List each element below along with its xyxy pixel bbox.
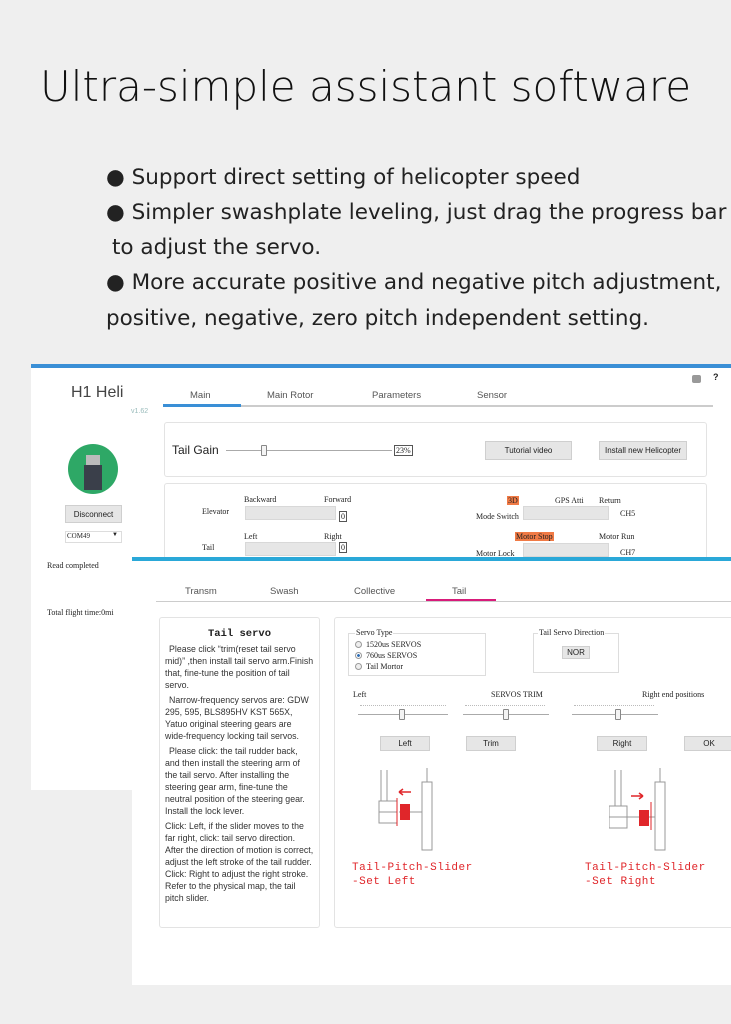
radio-label: 760us SERVOS: [366, 651, 418, 660]
diagram-right-caption: Tail-Pitch-Slider -Set Right: [585, 862, 706, 888]
radio-icon: [355, 663, 362, 670]
mode-channel: CH5: [620, 509, 636, 518]
chevron-down-icon: ▼: [112, 532, 118, 538]
mode-3d-active: 3D: [507, 496, 519, 505]
tail-gain-label: Tail Gain: [172, 443, 219, 457]
tab-swash[interactable]: Swash: [270, 586, 299, 597]
tab-collective[interactable]: Collective: [354, 586, 396, 597]
install-helicopter-button[interactable]: Install new Helicopter: [599, 441, 687, 460]
usb-device-icon: [68, 444, 118, 494]
servo-type-label: Servo Type: [355, 628, 394, 637]
help-title: Tail servo: [207, 628, 271, 640]
tutorial-video-button[interactable]: Tutorial video: [485, 441, 572, 460]
direction-nor-button[interactable]: NOR: [562, 646, 590, 659]
elevator-value: 0: [339, 511, 347, 522]
mode-gps-atti: GPS Atti: [555, 496, 584, 505]
tab-tail[interactable]: Tail: [452, 586, 467, 597]
mode-switch-bar: [523, 506, 609, 520]
direction-label: Tail Servo Direction: [538, 628, 606, 637]
radio-label: Tail Mortor: [366, 662, 403, 671]
shirt-icon[interactable]: [692, 375, 701, 383]
mode-return: Return: [599, 496, 621, 505]
radio-label: 1520us SERVOS: [366, 640, 422, 649]
left-slider-thumb[interactable]: [399, 709, 405, 720]
motor-lock-bar: [523, 543, 609, 557]
servo-type-group: Servo Type 1520us SERVOS 760us SERVOS Tail…: [348, 628, 486, 676]
direction-group: Tail Servo Direction NOR: [533, 628, 619, 673]
elevator-bar: [245, 506, 336, 520]
right-slider-thumb[interactable]: [615, 709, 621, 720]
tail-gain-value: 23%: [394, 445, 413, 456]
page-heading: Ultra-simple assistant software: [39, 62, 692, 111]
tab-main[interactable]: Main: [190, 390, 211, 401]
right-button[interactable]: Right: [597, 736, 647, 751]
motor-run: Motor Run: [599, 532, 635, 541]
trim-slider-label: SERVOS TRIM: [491, 690, 543, 699]
tab-parameters[interactable]: Parameters: [372, 390, 422, 401]
gain-panel: Tail Gain 23% Tutorial video Install new…: [164, 422, 707, 477]
bullet: ● More accurate positive and negative pi…: [106, 270, 722, 295]
ok-button[interactable]: OK: [684, 736, 731, 751]
servo-type-radio[interactable]: 760us SERVOS: [355, 651, 417, 660]
servo-type-radio[interactable]: Tail Mortor: [355, 662, 403, 671]
tail-gain-track[interactable]: [226, 450, 392, 451]
left-button[interactable]: Left: [380, 736, 430, 751]
active-tab-indicator: [426, 599, 496, 601]
port-select[interactable]: COM49 ▼: [65, 531, 122, 543]
elevator-label: Elevator: [202, 507, 230, 516]
help-icon[interactable]: ?: [713, 372, 719, 382]
motor-lock-label: Motor Lock: [476, 549, 515, 558]
tail-settings-panel: Servo Type 1520us SERVOS 760us SERVOS Tail…: [334, 617, 731, 928]
app-title: H1 Heli: [71, 384, 124, 401]
tail-bar: [245, 542, 336, 556]
motor-stop-active: Motor Stop: [515, 532, 554, 541]
diagram-left-caption: Tail-Pitch-Slider -Set Left: [352, 862, 473, 888]
trim-button[interactable]: Trim: [466, 736, 516, 751]
bullet: ● Support direct setting of helicopter s…: [106, 165, 581, 190]
status-text: Read completed: [47, 561, 99, 570]
help-text: Click: Left, if the slider moves to the …: [165, 821, 314, 903]
tail-pitch-left-diagram: [378, 768, 433, 851]
help-panel: Tail servo Please click “trim(reset tail…: [159, 617, 320, 928]
tail-right-label: Right: [324, 532, 342, 541]
trim-slider-thumb[interactable]: [503, 709, 509, 720]
elevator-right-label: Forward: [324, 495, 352, 504]
help-text: Please click “trim(reset tail servo mid)…: [165, 644, 314, 690]
radio-icon: [355, 641, 362, 648]
elevator-left-label: Backward: [244, 495, 277, 504]
tail-pitch-right-diagram: [609, 768, 666, 851]
bullet: ● Simpler swashplate leveling, just drag…: [106, 200, 727, 225]
flight-time: Total flight time:0mi: [47, 608, 114, 617]
mode-switch-label: Mode Switch: [476, 512, 519, 521]
lock-channel: CH7: [620, 548, 636, 557]
right-slider-label: Right end positions: [642, 690, 705, 699]
channels-panel: Backward Forward Elevator 0 Left Right T…: [164, 483, 707, 563]
tail-gain-thumb[interactable]: [261, 445, 268, 456]
radio-icon: [355, 652, 362, 659]
disconnect-button[interactable]: Disconnect: [65, 505, 122, 523]
active-tab-indicator: [163, 404, 241, 407]
help-text: Narrow-frequency servos are: GDW 295, 59…: [165, 695, 309, 741]
tail-window: Transm Swash Collective Tail Tail servo …: [132, 557, 731, 985]
tail-label: Tail: [202, 543, 215, 552]
tail-value: 0: [339, 542, 347, 553]
bullet: to adjust the servo.: [112, 235, 322, 260]
servo-type-radio[interactable]: 1520us SERVOS: [355, 640, 421, 649]
tab-sensor[interactable]: Sensor: [477, 390, 508, 401]
port-value: COM49: [67, 532, 90, 540]
bullet: positive, negative, zero pitch independe…: [106, 306, 650, 331]
left-slider-label: Left: [353, 690, 367, 699]
help-text: Please click: the tail rudder back, and …: [165, 746, 305, 816]
tab-transm[interactable]: Transm: [185, 586, 217, 597]
tail-left-label: Left: [244, 532, 258, 541]
version: v1.62: [131, 408, 149, 415]
tab-main-rotor[interactable]: Main Rotor: [267, 390, 314, 401]
